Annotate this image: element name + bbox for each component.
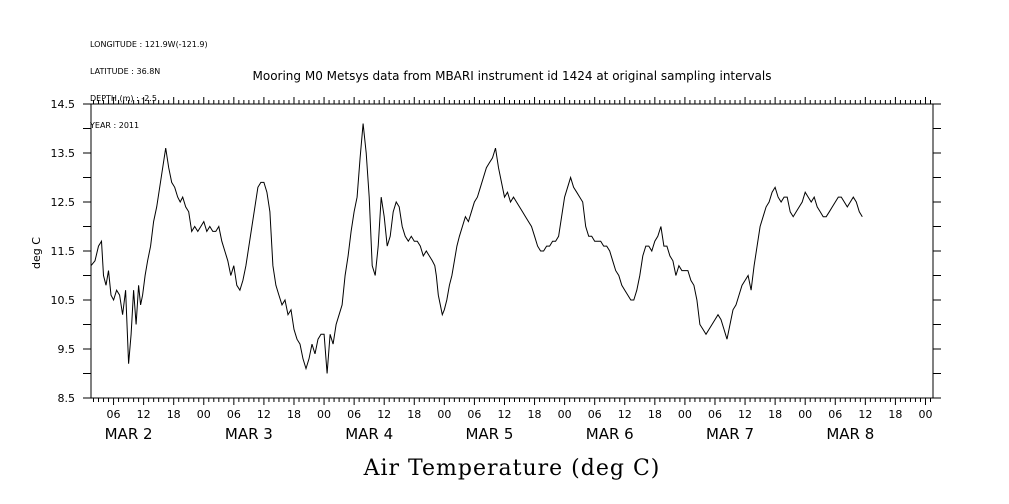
y-tick-labels: 8.5 9.5 10.5 11.5 12.5 13.5 14.5: [51, 98, 76, 405]
day-label: MAR 8: [826, 425, 874, 443]
x-tick-label: 18: [167, 408, 181, 421]
x-tick-label: 06: [588, 408, 602, 421]
longitude-label: LONGITUDE : 121.9W(-121.9): [90, 40, 208, 49]
y-axis-label: deg C: [30, 237, 43, 269]
x-tick-label: 12: [137, 408, 151, 421]
x-tick-label: 12: [858, 408, 872, 421]
x-tick-label: 06: [347, 408, 361, 421]
y-tick-label: 12.5: [51, 196, 76, 209]
x-tick-label: 18: [287, 408, 301, 421]
day-label: MAR 5: [465, 425, 513, 443]
x-tick-label: 12: [618, 408, 632, 421]
year-label: YEAR : 2011: [90, 121, 140, 130]
x-tick-label: 06: [227, 408, 241, 421]
x-tick-label: 18: [407, 408, 421, 421]
x-tick-label: 00: [437, 408, 451, 421]
day-label: MAR 2: [105, 425, 153, 443]
x-tick-label: 06: [107, 408, 121, 421]
x-tick-label: 06: [467, 408, 481, 421]
y-tick-label: 9.5: [58, 343, 76, 356]
x-tick-label: 18: [528, 408, 542, 421]
day-label: MAR 3: [225, 425, 273, 443]
x-tick-label: 12: [257, 408, 271, 421]
x-axis-label: Air Temperature (deg C): [363, 456, 661, 481]
series-line: [90, 123, 863, 374]
day-label: MAR 7: [706, 425, 754, 443]
latitude-label: LATITUDE : 36.8N: [90, 67, 161, 76]
y-tick-label: 14.5: [51, 98, 76, 111]
y-tick-label: 13.5: [51, 147, 76, 160]
x-tick-label: 06: [828, 408, 842, 421]
y-tick-label: 8.5: [58, 392, 76, 405]
plot-frame: [90, 103, 934, 399]
y-tick-label: 11.5: [51, 245, 76, 258]
axis-ticks: [83, 97, 941, 405]
x-tick-label: 00: [918, 408, 932, 421]
x-tick-label: 18: [888, 408, 902, 421]
x-tick-label: 18: [768, 408, 782, 421]
x-tick-label: 12: [377, 408, 391, 421]
x-tick-label: 00: [678, 408, 692, 421]
day-label: MAR 4: [345, 425, 393, 443]
y-tick-label: 10.5: [51, 294, 76, 307]
x-tick-label: 12: [738, 408, 752, 421]
x-tick-labels: 06 12 18 00 06 12 18 00 06 12 18 00 06 12 18 00 06 12 18 00…: [107, 408, 933, 421]
x-tick-label: 00: [197, 408, 211, 421]
chart-title: Mooring M0 Metsys data from MBARI instru…: [253, 69, 772, 83]
x-tick-label: 06: [708, 408, 722, 421]
x-tick-label: 00: [317, 408, 331, 421]
day-labels: MAR 2 MAR 3 MAR 4 MAR 5 MAR 6 MAR 7 MAR 8: [105, 425, 875, 443]
x-tick-label: 00: [798, 408, 812, 421]
x-tick-label: 18: [648, 408, 662, 421]
metadata-block: LONGITUDE : 121.9W(-121.9) LATITUDE : 36…: [90, 22, 208, 139]
x-tick-label: 12: [497, 408, 511, 421]
x-tick-label: 00: [558, 408, 572, 421]
depth-label: DEPTH (m) : -2.5: [90, 94, 157, 103]
day-label: MAR 6: [586, 425, 634, 443]
